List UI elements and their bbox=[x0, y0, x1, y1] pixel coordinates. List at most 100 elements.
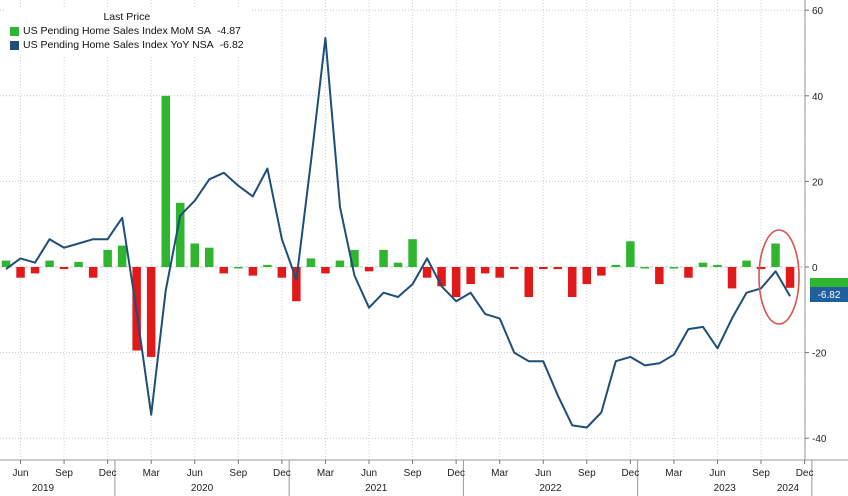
mom-bar bbox=[234, 267, 243, 269]
x-tick-label: Sep bbox=[229, 468, 247, 479]
legend-value-mom: -4.87 bbox=[216, 25, 241, 37]
mom-bar bbox=[190, 243, 199, 267]
legend-item-mom: US Pending Home Sales Index MoM SA -4.87 bbox=[10, 24, 244, 38]
mom-bar bbox=[408, 239, 417, 267]
mom-bar bbox=[161, 95, 170, 267]
x-tick-label: Dec bbox=[796, 468, 814, 479]
mom-bar bbox=[306, 258, 316, 267]
mom-bar bbox=[422, 267, 432, 278]
x-year-label: 2019 bbox=[32, 483, 55, 494]
y-tick-label: 20 bbox=[812, 177, 824, 188]
mom-bar bbox=[248, 267, 258, 276]
x-tick-label: Dec bbox=[99, 468, 117, 479]
x-tick-label: Mar bbox=[491, 468, 509, 479]
mom-bar bbox=[205, 247, 214, 267]
y-tick-labels: 60 40 20 0 -20 -40 bbox=[812, 6, 827, 445]
mom-bar bbox=[466, 267, 475, 285]
y-tick-label: 40 bbox=[812, 92, 824, 103]
x-tick-label: Jun bbox=[535, 468, 551, 479]
legend-swatch-yoy bbox=[10, 40, 19, 50]
x-tick-label: Mar bbox=[143, 468, 161, 479]
mom-bar bbox=[88, 267, 98, 278]
mom-bar bbox=[771, 243, 780, 267]
mom-bar bbox=[539, 267, 548, 270]
mom-bar bbox=[219, 267, 228, 274]
mom-bars bbox=[1, 95, 795, 357]
legend-swatch-mom bbox=[10, 26, 19, 36]
legend-value-yoy: -6.82 bbox=[219, 39, 244, 51]
last-value-tag-mom bbox=[810, 278, 848, 287]
mom-bar bbox=[524, 267, 533, 297]
mom-bar bbox=[350, 249, 359, 267]
x-tick-labels: Jun Sep Dec Mar Jun Sep Dec Mar Jun Sep Dec Mar Jun S… bbox=[12, 468, 813, 494]
x-year-label: 2024 bbox=[777, 483, 800, 494]
last-value-tags: -6.82 bbox=[810, 278, 848, 302]
x-year-label: 2023 bbox=[714, 483, 737, 494]
mom-bar bbox=[451, 267, 461, 297]
mom-bar bbox=[568, 267, 577, 297]
mom-bar bbox=[510, 267, 519, 270]
highlight-circle bbox=[758, 229, 800, 325]
mom-bar bbox=[437, 267, 446, 287]
grid-lines bbox=[0, 0, 806, 460]
x-tick-label: Sep bbox=[55, 468, 73, 479]
y-tick-label: -20 bbox=[812, 349, 827, 360]
mom-bar bbox=[292, 267, 301, 302]
last-value-tag-yoy bbox=[810, 287, 848, 302]
mom-bar bbox=[756, 267, 766, 270]
yoy-line bbox=[5, 37, 791, 429]
mom-bar bbox=[277, 267, 287, 278]
mom-bar bbox=[263, 264, 272, 267]
mom-bar bbox=[364, 267, 374, 272]
x-year-label: 2021 bbox=[365, 483, 388, 494]
mom-bar bbox=[727, 267, 737, 289]
x-tick-label: Dec bbox=[273, 468, 291, 479]
mom-bar bbox=[45, 260, 54, 267]
mom-bar bbox=[582, 267, 591, 285]
mom-bar bbox=[655, 267, 664, 285]
x-tick-label: Mar bbox=[665, 468, 683, 479]
y-tick-label: 60 bbox=[812, 6, 824, 17]
mom-bar bbox=[30, 267, 40, 274]
mom-bar bbox=[495, 267, 504, 278]
mom-bar bbox=[103, 249, 112, 267]
mom-bar bbox=[146, 267, 156, 357]
mom-bar bbox=[393, 262, 403, 267]
legend-label-mom: US Pending Home Sales Index MoM SA bbox=[23, 25, 211, 37]
mom-bar bbox=[785, 267, 795, 288]
mom-bar bbox=[597, 267, 606, 276]
mom-bar bbox=[684, 267, 693, 278]
mom-bar bbox=[713, 264, 722, 267]
legend: Last Price US Pending Home Sales Index M… bbox=[4, 8, 250, 55]
legend-title: Last Price bbox=[103, 11, 151, 23]
mom-bar bbox=[379, 249, 388, 267]
y-tick-label: -40 bbox=[812, 434, 827, 445]
x-tick-label: Jun bbox=[187, 468, 203, 479]
mom-bar bbox=[626, 241, 635, 267]
mom-bar bbox=[117, 245, 127, 267]
x-tick-label: Dec bbox=[447, 468, 465, 479]
mom-bar bbox=[640, 267, 650, 269]
mom-bar bbox=[553, 267, 562, 270]
mom-bar bbox=[1, 260, 11, 267]
mom-bar bbox=[611, 264, 621, 267]
x-year-label: 2020 bbox=[191, 483, 214, 494]
mom-bar bbox=[480, 267, 490, 274]
mom-bar bbox=[669, 267, 679, 269]
x-year-label: 2022 bbox=[539, 483, 562, 494]
mom-bar bbox=[74, 261, 83, 267]
mom-bar bbox=[698, 262, 708, 267]
mom-bar bbox=[59, 267, 69, 270]
mom-bar bbox=[742, 260, 751, 267]
x-tick-label: Mar bbox=[317, 468, 335, 479]
legend-item-yoy: US Pending Home Sales Index YoY NSA -6.8… bbox=[10, 38, 244, 52]
last-value-label: -6.82 bbox=[818, 290, 841, 301]
mom-bar bbox=[321, 267, 330, 274]
x-tick-label: Jun bbox=[12, 468, 28, 479]
legend-label-yoy: US Pending Home Sales Index YoY NSA bbox=[23, 39, 214, 51]
mom-bar bbox=[335, 260, 345, 267]
x-tick-label: Jun bbox=[361, 468, 377, 479]
mom-bar bbox=[176, 202, 185, 267]
x-tick-label: Dec bbox=[621, 468, 639, 479]
